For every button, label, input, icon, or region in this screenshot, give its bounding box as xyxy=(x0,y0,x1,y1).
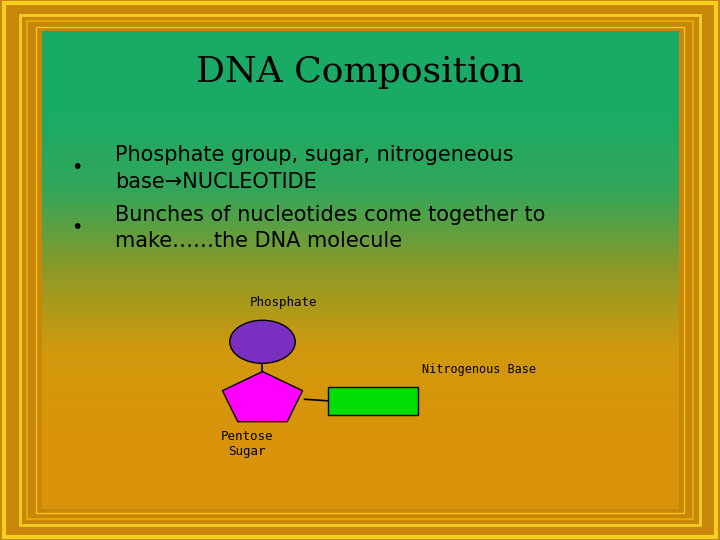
Text: DNA Composition: DNA Composition xyxy=(196,55,524,89)
Text: Phosphate: Phosphate xyxy=(250,296,318,309)
Text: Bunches of nucleotides come together to: Bunches of nucleotides come together to xyxy=(115,205,545,225)
Circle shape xyxy=(230,320,295,363)
Polygon shape xyxy=(222,372,302,422)
Bar xyxy=(328,387,418,415)
Text: Phosphate group, sugar, nitrogeneous: Phosphate group, sugar, nitrogeneous xyxy=(115,145,513,165)
Text: •: • xyxy=(71,218,83,237)
Text: Pentose
Sugar: Pentose Sugar xyxy=(220,430,273,458)
Text: Nitrogenous Base: Nitrogenous Base xyxy=(421,363,536,376)
Text: •: • xyxy=(71,158,83,177)
Text: base→NUCLEOTIDE: base→NUCLEOTIDE xyxy=(115,172,317,192)
Text: make……the DNA molecule: make……the DNA molecule xyxy=(115,231,402,251)
